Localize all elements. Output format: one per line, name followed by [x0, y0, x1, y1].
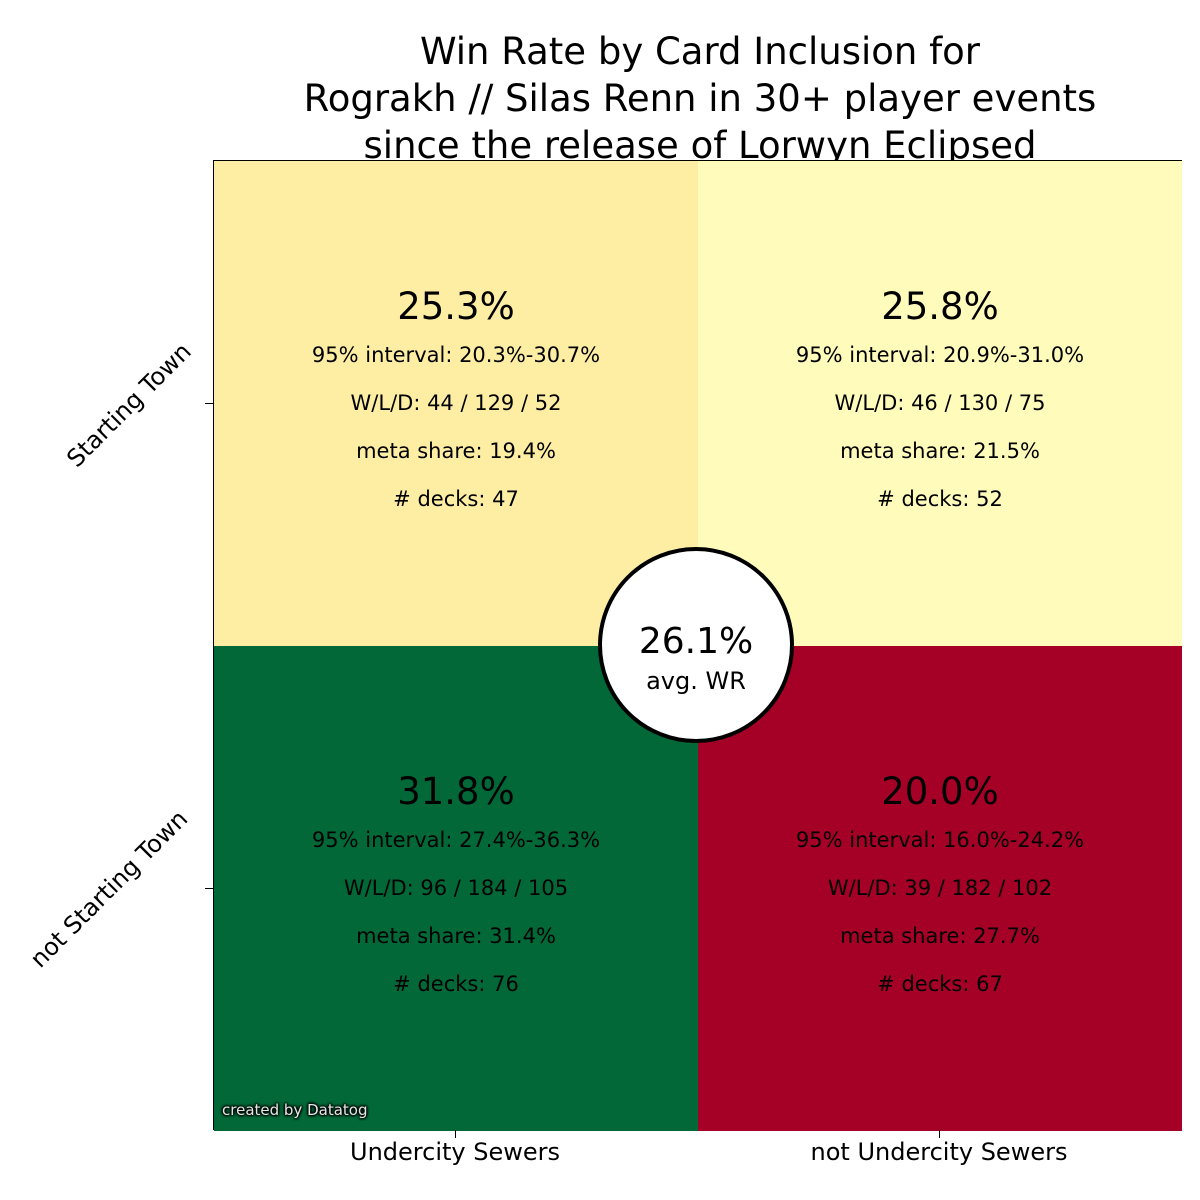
average-win-rate-value: 26.1% — [638, 621, 754, 662]
cell-wld: W/L/D: 96 / 184 / 105 — [343, 876, 569, 900]
average-win-rate-circle: 26.1% avg. WR — [598, 547, 794, 743]
title-line-1: Win Rate by Card Inclusion for — [419, 30, 981, 73]
cell-decks: # decks: 67 — [877, 972, 1003, 996]
cell-starting-town-not-undercity-sewers: 25.8% 95% interval: 20.9%-31.0% W/L/D: 4… — [698, 161, 1182, 646]
cell-interval: 95% interval: 27.4%-36.3% — [311, 828, 601, 852]
cell-meta-share: meta share: 27.7% — [840, 924, 1040, 948]
x-tick-mark — [455, 1130, 456, 1138]
cell-wld: W/L/D: 46 / 130 / 75 — [834, 391, 1046, 415]
heatmap-plot-area: 25.3% 95% interval: 20.3%-30.7% W/L/D: 4… — [213, 160, 1182, 1131]
x-tick-mark — [939, 1130, 940, 1138]
title-line-3: since the release of Lorwyn Eclipsed — [363, 124, 1037, 167]
cell-win-rate: 31.8% — [397, 770, 515, 813]
cell-win-rate: 20.0% — [881, 770, 999, 813]
title-line-2: Rograkh // Silas Renn in 30+ player even… — [303, 77, 1097, 120]
cell-meta-share: meta share: 21.5% — [840, 439, 1040, 463]
cell-meta-share: meta share: 19.4% — [356, 439, 556, 463]
chart-title: Win Rate by Card Inclusion for Rograkh /… — [200, 28, 1200, 169]
y-tick-label-starting-town: Starting Town — [61, 337, 197, 473]
cell-interval: 95% interval: 16.0%-24.2% — [795, 828, 1085, 852]
cell-not-starting-town-undercity-sewers: 31.8% 95% interval: 27.4%-36.3% W/L/D: 9… — [214, 646, 698, 1131]
y-tick-mark — [205, 888, 213, 889]
cell-starting-town-undercity-sewers: 25.3% 95% interval: 20.3%-30.7% W/L/D: 4… — [214, 161, 698, 646]
cell-interval: 95% interval: 20.9%-31.0% — [795, 343, 1085, 367]
y-tick-label-not-starting-town: not Starting Town — [24, 804, 194, 974]
cell-decks: # decks: 76 — [393, 972, 519, 996]
average-win-rate-label: avg. WR — [646, 667, 746, 695]
cell-interval: 95% interval: 20.3%-30.7% — [311, 343, 601, 367]
cell-win-rate: 25.8% — [881, 285, 999, 328]
y-tick-mark — [205, 403, 213, 404]
cell-wld: W/L/D: 39 / 182 / 102 — [827, 876, 1053, 900]
cell-not-starting-town-not-undercity-sewers: 20.0% 95% interval: 16.0%-24.2% W/L/D: 3… — [698, 646, 1182, 1131]
x-tick-label-not-undercity-sewers: not Undercity Sewers — [810, 1138, 1068, 1166]
cell-decks: # decks: 52 — [877, 487, 1003, 511]
credit-watermark: created by Datatog — [222, 1101, 368, 1119]
cell-win-rate: 25.3% — [397, 285, 515, 328]
x-tick-label-undercity-sewers: Undercity Sewers — [350, 1138, 560, 1166]
cell-decks: # decks: 47 — [393, 487, 519, 511]
cell-meta-share: meta share: 31.4% — [356, 924, 556, 948]
cell-wld: W/L/D: 44 / 129 / 52 — [350, 391, 562, 415]
